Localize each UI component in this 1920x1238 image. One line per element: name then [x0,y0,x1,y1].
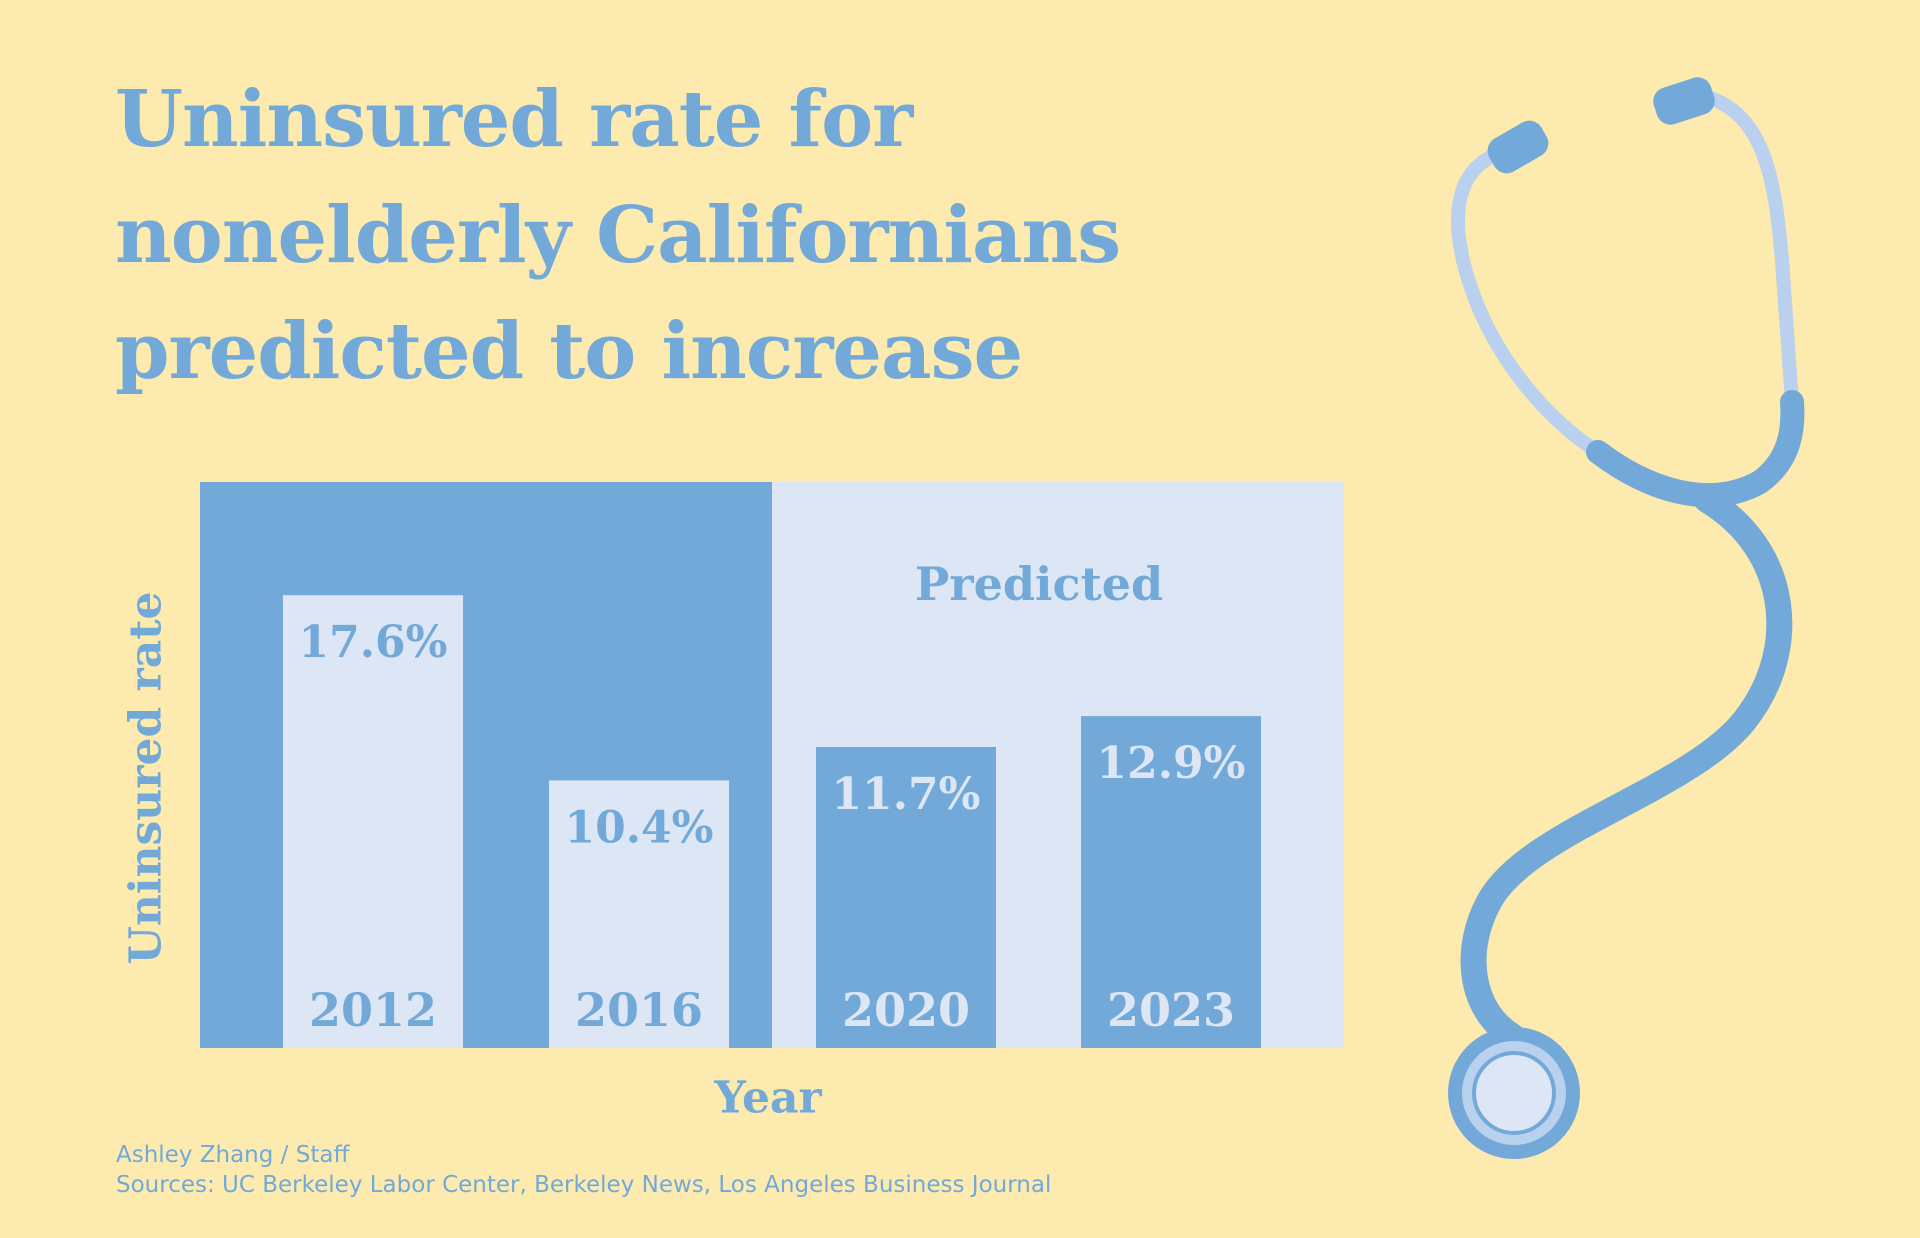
title-line-1: Uninsured rate for [115,74,913,165]
stethoscope-left-tube [1451,141,1605,459]
category-label-2012: 2012 [309,983,437,1037]
category-label-2020: 2020 [842,983,970,1037]
bar-2023 [1081,716,1261,1048]
title-line-3: predicted to increase [115,306,1023,397]
credit-block: Ashley Zhang / Staff Sources: UC Berkele… [116,1140,1051,1200]
stethoscope-right-earpiece [1653,77,1715,125]
stethoscope-right-tube [1693,88,1799,409]
category-label-2016: 2016 [575,983,703,1037]
value-label-2012: 17.6% [299,617,448,668]
bar-2016 [549,780,729,1048]
value-label-2020: 11.7% [832,769,981,820]
value-label-2016: 10.4% [565,802,714,853]
bars-group: 17.6% 2012 10.4% 2016 11.7% 2020 12.9% 2023 [283,595,1261,1048]
stethoscope-chestpiece-inner [1472,1051,1556,1135]
bar-2012 [283,595,463,1048]
value-label-2023: 12.9% [1097,738,1246,789]
stethoscope-main-tube [1460,487,1793,1049]
author-credit: Ashley Zhang / Staff [116,1142,350,1168]
title-line-2: nonelderly Californians [115,190,1121,281]
stethoscope-left-earpiece [1487,120,1549,174]
predicted-label: Predicted [915,557,1163,611]
category-label-2023: 2023 [1107,983,1235,1037]
x-axis-label: Year [714,1072,822,1124]
bar-2020 [816,746,996,1048]
sources-credit: Sources: UC Berkeley Labor Center, Berke… [116,1172,1052,1198]
chart-title: Uninsured rate for nonelderly California… [115,62,1395,410]
stethoscope-yoke [1586,390,1805,507]
